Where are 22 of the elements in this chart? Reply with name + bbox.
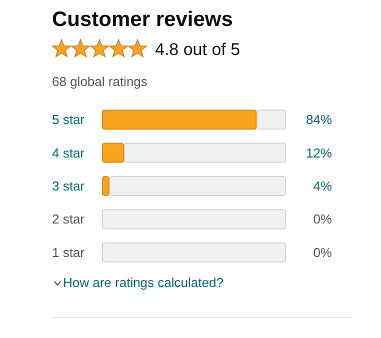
- data-label: 84%: [306, 112, 332, 128]
- data-label: 0%: [313, 212, 332, 227]
- y-tick-label: 5 star: [52, 112, 86, 128]
- y-tick-label: 1 star: [52, 244, 86, 260]
- bar: [256, 110, 286, 130]
- y-tick-label: 2 star: [52, 212, 86, 227]
- bar: [124, 142, 286, 163]
- bar: [102, 142, 124, 163]
- y-tick-label: 3 star: [52, 178, 86, 194]
- bar: [109, 176, 286, 196]
- data-label: 4%: [313, 178, 332, 194]
- text: 68 global ratings: [52, 74, 148, 89]
- data-label: 12%: [306, 145, 332, 160]
- data-label: 0%: [313, 244, 332, 260]
- bar: [102, 110, 257, 130]
- y-tick-label: 4 star: [52, 145, 86, 160]
- text: 4.8 out of 5: [155, 40, 240, 60]
- bar: [102, 176, 110, 196]
- text: How are ratings calculated?: [63, 275, 224, 290]
- bar: [102, 242, 286, 262]
- chart-title: Customer reviews: [52, 8, 233, 32]
- bar: [102, 209, 286, 230]
